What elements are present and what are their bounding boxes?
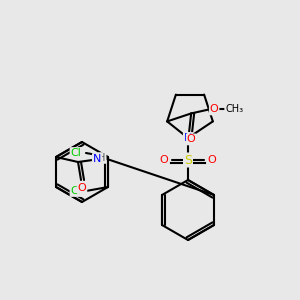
Text: O: O — [160, 155, 168, 165]
Text: N: N — [184, 133, 192, 143]
Text: O: O — [78, 183, 86, 193]
Text: S: S — [184, 154, 192, 166]
Text: O: O — [187, 134, 196, 144]
Text: CH₃: CH₃ — [225, 104, 243, 114]
Text: Cl: Cl — [70, 186, 81, 196]
Text: O: O — [210, 104, 218, 114]
Text: O: O — [208, 155, 216, 165]
Text: H: H — [98, 153, 106, 163]
Text: Cl: Cl — [70, 148, 81, 158]
Text: N: N — [93, 154, 101, 164]
